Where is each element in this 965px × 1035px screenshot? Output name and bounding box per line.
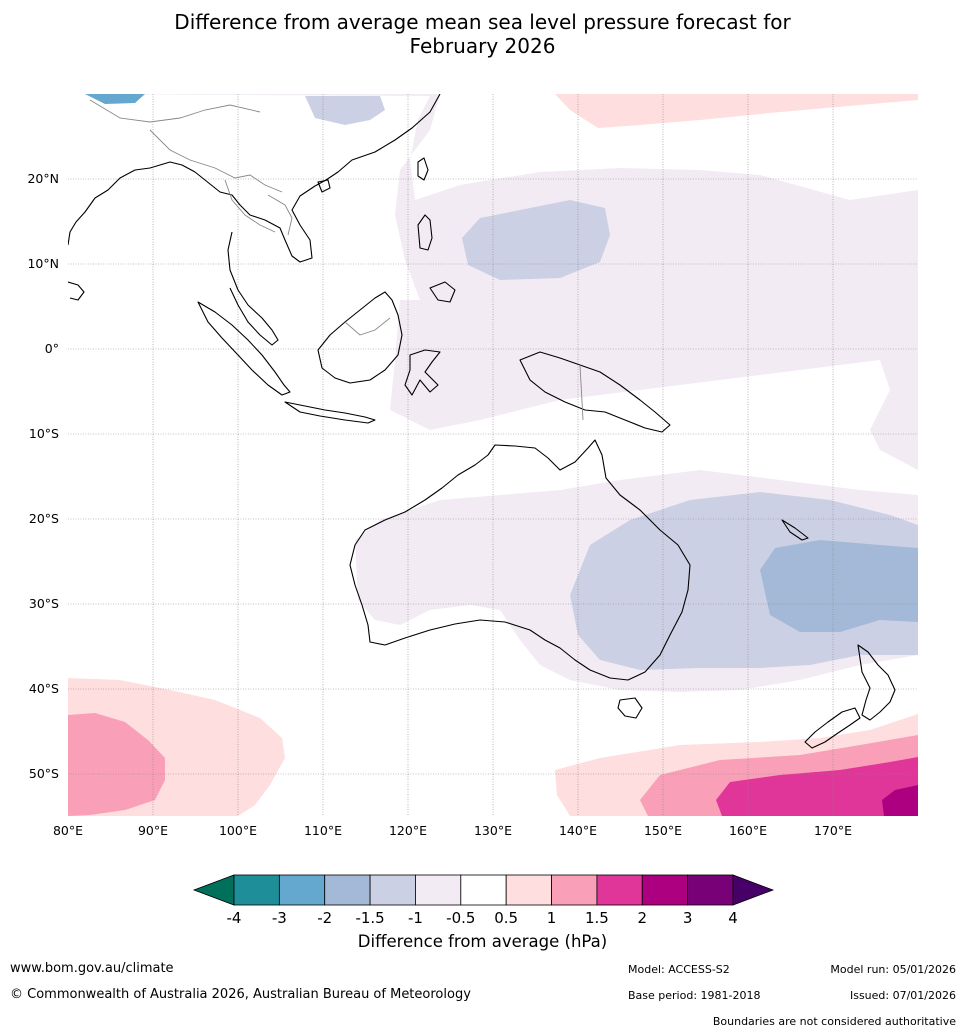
longitude-labels: 80°E 90°E 100°E 110°E 120°E 130°E 140°E …: [53, 823, 852, 838]
lon-label: 100°E: [219, 823, 257, 838]
colorbar-tick-label: -3: [272, 909, 287, 927]
coast-asia-mainland: [68, 94, 441, 263]
colorbar-title: Difference from average (hPa): [357, 932, 608, 951]
footer-disclaimer: Boundaries are not considered authoritat…: [712, 1015, 956, 1028]
coast-java: [284, 401, 376, 424]
coast-new-caledonia: [781, 519, 809, 541]
colorbar-extension-low: [192, 874, 235, 906]
lon-label: 80°E: [53, 823, 83, 838]
lon-label: 170°E: [814, 823, 852, 838]
coast-new-zealand-south: [804, 707, 861, 749]
colorbar-tick-label: -0.5: [446, 909, 475, 927]
anomaly-region-blue-himalaya: [85, 94, 145, 104]
colorbar-extension-high: [732, 874, 775, 906]
coast-new-zealand-north: [857, 644, 896, 721]
title-line-1: Difference from average mean sea level p…: [174, 10, 791, 34]
colorbar-swatch: [324, 874, 371, 906]
colorbar-swatch: [460, 874, 507, 906]
lon-label: 130°E: [474, 823, 512, 838]
lon-label: 160°E: [729, 823, 767, 838]
colorbar-tick-label: 4: [728, 909, 738, 927]
colorbar-tick-label: 1: [547, 909, 557, 927]
colorbar-tick-labels: -4 -3 -2 -1.5 -1 -0.5 0.5 1 1.5 2 3 4: [227, 909, 738, 927]
coast-philippines-mindanao: [429, 281, 456, 303]
coast-hainan: [317, 179, 331, 193]
latitude-labels: 20°N 10°N 0° 10°S 20°S 30°S 40°S 50°S: [27, 171, 59, 781]
coast-sulawesi: [404, 349, 441, 396]
footer-issued: Issued: 07/01/2026: [849, 989, 956, 1002]
coastlines: [68, 94, 896, 749]
colorbar-tick-label: -1.5: [355, 909, 384, 927]
coast-sri-lanka-india-tip: [68, 281, 85, 301]
colorbar-swatch: [596, 874, 643, 906]
footer-copyright: © Commonwealth of Australia 2026, Austra…: [10, 987, 471, 1002]
colorbar-tick-label: -2: [317, 909, 332, 927]
coast-taiwan: [417, 157, 429, 181]
lat-label: 10°S: [29, 426, 59, 441]
coast-new-guinea: [519, 351, 671, 433]
colorbar-swatch: [641, 874, 689, 906]
lat-label: 50°S: [29, 766, 59, 781]
lon-label: 120°E: [389, 823, 427, 838]
footer-website: www.bom.gov.au/climate: [10, 961, 174, 976]
colorbar-swatch: [233, 874, 280, 906]
colorbar-tick-label: -4: [227, 909, 242, 927]
coast-philippines-luzon: [417, 214, 433, 251]
colorbar-tick-label: 1.5: [585, 909, 609, 927]
anomaly-region-light-pink-north-pacific: [555, 94, 918, 128]
lon-label: 150°E: [644, 823, 682, 838]
colorbar-swatch: [551, 874, 598, 906]
lat-label: 20°N: [27, 171, 59, 186]
anomaly-region-dark-magenta-southern-pacific: [882, 785, 918, 816]
anomaly-region-lavender-west-pacific: [462, 200, 610, 280]
coast-borneo: [317, 291, 403, 384]
colorbar-tick-label: 2: [637, 909, 647, 927]
lon-label: 110°E: [304, 823, 342, 838]
footer-base-period: Base period: 1981-2018: [628, 989, 761, 1002]
footer-model: Model: ACCESS-S2: [628, 963, 730, 976]
map-title: Difference from average mean sea level p…: [0, 10, 965, 58]
colorbar-swatch: [415, 874, 462, 906]
colorbar-tick-label: 0.5: [494, 909, 518, 927]
colorbar-tick-label: -1: [408, 909, 423, 927]
colorbar: [192, 874, 775, 906]
anomaly-region-magenta-southern-pacific: [716, 757, 918, 816]
footer-model-run: Model run: 05/01/2026: [830, 963, 956, 976]
graticule: [68, 94, 918, 816]
lat-label: 10°N: [27, 256, 59, 271]
coast-sumatra: [197, 301, 291, 396]
lat-label: 40°S: [29, 681, 59, 696]
country-borders: [89, 99, 584, 421]
anomaly-region-light-lavender-tropics: [390, 300, 918, 470]
coast-malay-peninsula: [227, 231, 279, 346]
lat-label: 30°S: [29, 596, 59, 611]
coast-australia: [349, 439, 691, 681]
coast-tasmania: [617, 697, 643, 719]
anomaly-region-pink-southern-indian: [68, 713, 165, 816]
colorbar-swatch: [369, 874, 416, 906]
colorbar-swatch: [687, 874, 734, 906]
lat-label: 0°: [45, 341, 59, 356]
anomaly-region-lavender-south-china: [305, 96, 385, 125]
lon-label: 140°E: [559, 823, 597, 838]
colorbar-tick-label: 3: [683, 909, 693, 927]
anomaly-region-blue-grey-tasman: [760, 540, 918, 632]
lat-label: 20°S: [29, 511, 59, 526]
colorbar-swatch: [278, 874, 326, 906]
lon-label: 90°E: [138, 823, 168, 838]
title-line-2: February 2026: [409, 34, 556, 58]
colorbar-swatch: [505, 874, 552, 906]
